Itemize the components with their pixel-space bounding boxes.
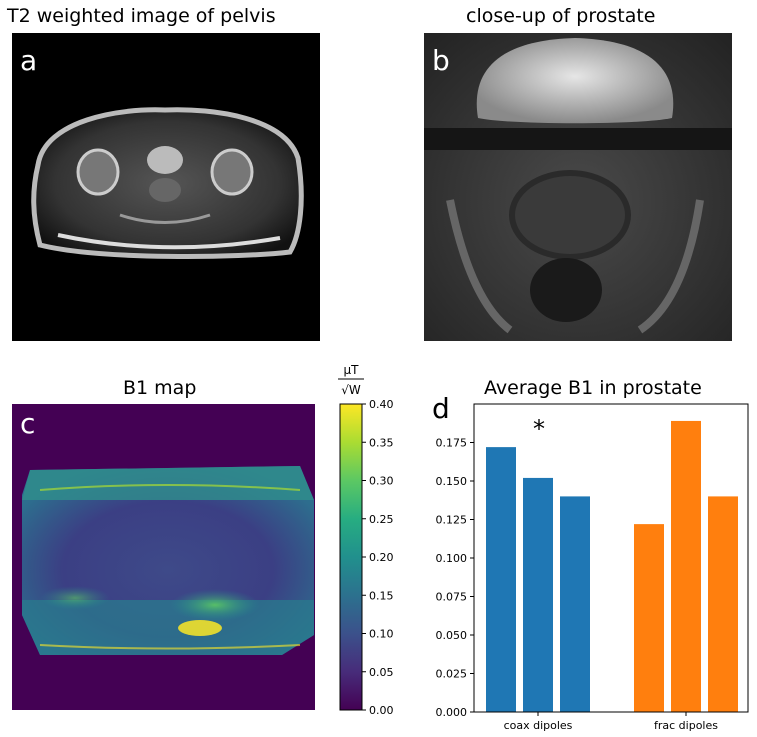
bar-chart: d 0.000 0.025 0.050 0.075 0.100 0.125 0.150 0.1… <box>432 392 749 732</box>
colorbar-unit-numerator: μT <box>344 363 360 377</box>
panel-a-letter: a <box>20 44 37 77</box>
y-tick-label: 0.125 <box>436 514 468 527</box>
panel-b-title: close-up of prostate <box>466 5 656 27</box>
colorbar-tick-label: 0.10 <box>369 628 394 641</box>
colorbar: μT √W 0.40 0.35 0.30 0.25 0.20 0.15 0.10 0.05 0.… <box>338 363 394 717</box>
bar-frac-dipoles-1 <box>634 524 664 712</box>
colorbar-tick-label: 0.25 <box>369 513 394 526</box>
bar-frac-dipoles-3 <box>708 496 738 712</box>
colorbar-tick-label: 0.30 <box>369 475 394 488</box>
y-tick-label: 0.150 <box>436 475 468 488</box>
panel-c-letter: c <box>20 407 35 440</box>
colorbar-unit-denominator: √W <box>341 383 361 397</box>
y-tick-label: 0.050 <box>436 629 468 642</box>
y-tick-label: 0.075 <box>436 591 468 604</box>
y-tick-label: 0.175 <box>436 437 468 450</box>
x-tick-label: coax dipoles <box>504 719 573 732</box>
panel-d-title: Average B1 in prostate <box>484 377 702 399</box>
y-tick-label: 0.100 <box>436 552 468 565</box>
panel-c-title: B1 map <box>123 377 197 399</box>
colorbar-tick-label: 0.15 <box>369 589 394 602</box>
bar-frac-dipoles-2 <box>671 420 701 712</box>
significance-marker: * <box>533 415 545 443</box>
colorbar-tick-label: 0.35 <box>369 436 394 449</box>
panel-b-letter: b <box>432 44 450 77</box>
y-tick-label: 0.000 <box>436 706 468 719</box>
y-tick-label: 0.025 <box>436 668 468 681</box>
colorbar-tick-label: 0.20 <box>369 551 394 564</box>
panel-b-image <box>424 33 732 341</box>
x-tick-label: frac dipoles <box>654 719 718 732</box>
colorbar-tick-label: 0.00 <box>369 704 394 717</box>
panel-d-letter: d <box>432 392 450 425</box>
panel-a-image <box>12 33 320 341</box>
panel-a-title: T2 weighted image of pelvis <box>7 5 276 27</box>
panel-c-image <box>12 404 315 710</box>
colorbar-tick-label: 0.40 <box>369 398 394 411</box>
bar-coax-dipoles-1 <box>486 447 516 712</box>
bar-coax-dipoles-3 <box>560 496 590 712</box>
colorbar-tick-label: 0.05 <box>369 666 394 679</box>
bar-coax-dipoles-2 <box>523 477 553 712</box>
